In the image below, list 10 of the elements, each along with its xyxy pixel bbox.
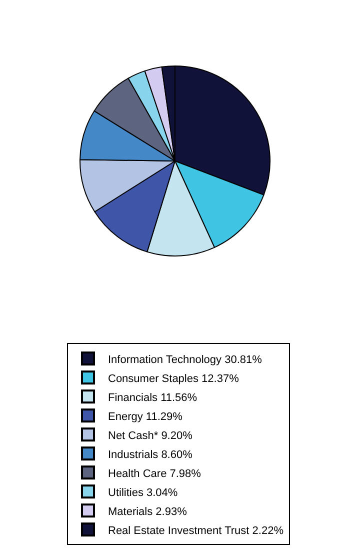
legend-label: Financials 11.56% [108, 392, 198, 404]
legend-label: Health Care 7.98% [108, 468, 202, 480]
legend-label: Utilities 3.04% [108, 486, 178, 499]
legend-label: Industrials 8.60% [108, 448, 193, 461]
legend-label: Energy 11.29% [108, 410, 183, 423]
legend-label: Net Cash* 9.20% [108, 430, 193, 442]
legend-label: Real Estate Investment Trust 2.22% [108, 524, 284, 537]
legend-label: Information Technology 30.81% [108, 354, 262, 366]
legend-label: Materials 2.93% [108, 506, 188, 518]
legend-label: Consumer Staples 12.37% [108, 372, 240, 385]
